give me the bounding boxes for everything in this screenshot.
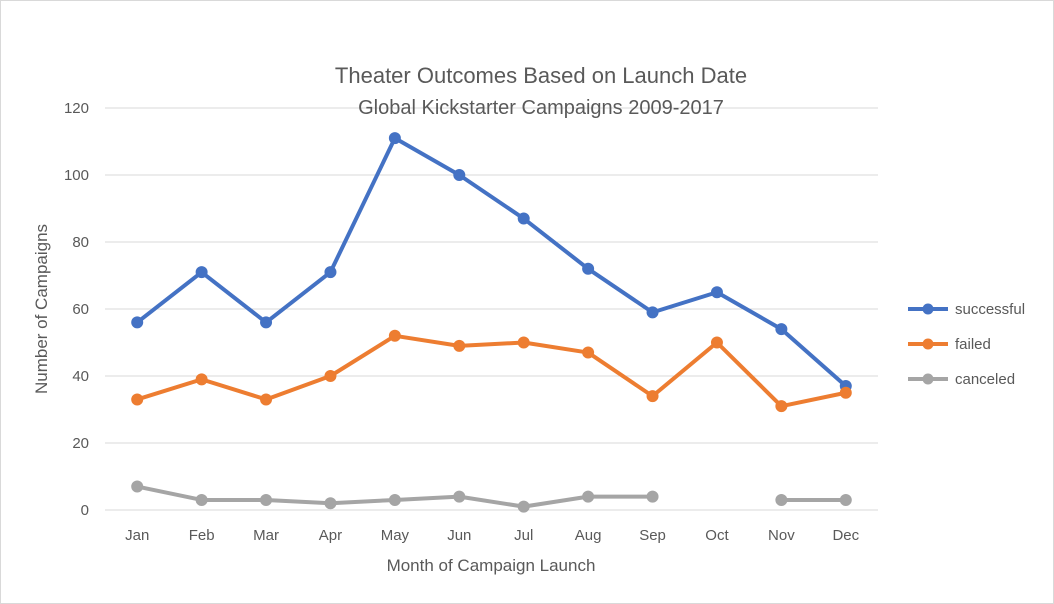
x-axis-ticks: Jan Feb Mar Apr May Jun Jul Aug Sep Oct Nov Dec xyxy=(125,527,860,544)
data-point xyxy=(839,386,852,399)
legend-label: failed xyxy=(955,336,991,353)
x-tick-label: May xyxy=(381,527,410,544)
data-point xyxy=(324,370,337,382)
data-point xyxy=(710,286,723,299)
data-point xyxy=(195,266,208,279)
data-point xyxy=(646,390,659,403)
x-tick-label: Nov xyxy=(768,527,795,544)
data-point xyxy=(131,316,144,329)
data-point xyxy=(582,262,595,275)
y-tick-label: 60 xyxy=(72,301,89,318)
legend: successful failed canceled xyxy=(908,301,1025,388)
data-point xyxy=(775,323,788,336)
series-canceled xyxy=(131,480,852,513)
chart-subtitle: Global Kickstarter Campaigns 2009-2017 xyxy=(358,97,724,119)
series-line xyxy=(135,333,848,409)
data-point xyxy=(260,493,273,506)
legend-item-canceled: canceled xyxy=(908,371,1015,388)
legend-label: successful xyxy=(955,301,1025,318)
x-axis-label: Month of Campaign Launch xyxy=(387,556,596,575)
data-point xyxy=(260,316,273,329)
data-point xyxy=(260,393,273,406)
y-axis-label: Number of Campaigns xyxy=(32,224,51,394)
y-tick-label: 80 xyxy=(72,234,89,251)
data-point xyxy=(195,373,208,386)
x-tick-label: Oct xyxy=(705,527,729,544)
x-tick-label: Dec xyxy=(832,527,859,544)
data-point xyxy=(710,336,723,349)
data-point xyxy=(195,493,208,506)
series-failed xyxy=(131,329,852,413)
data-point xyxy=(388,329,401,342)
data-point xyxy=(324,497,337,510)
legend-item-failed: failed xyxy=(908,336,991,353)
legend-label: canceled xyxy=(955,371,1015,388)
y-axis-ticks: 0 20 40 60 80 100 120 xyxy=(64,100,89,519)
data-point xyxy=(517,500,530,513)
data-point xyxy=(839,493,852,506)
data-point xyxy=(324,266,337,279)
legend-swatch-marker xyxy=(922,303,934,315)
data-point xyxy=(646,490,659,503)
x-tick-label: Apr xyxy=(319,527,342,544)
x-tick-label: Jan xyxy=(125,527,149,544)
legend-item-successful: successful xyxy=(908,301,1025,318)
data-point xyxy=(388,493,401,506)
y-tick-label: 100 xyxy=(64,167,89,184)
data-point xyxy=(131,480,144,493)
data-point xyxy=(775,493,788,506)
x-tick-label: Jun xyxy=(447,527,471,544)
data-point xyxy=(775,400,788,413)
data-point xyxy=(517,212,530,225)
x-tick-label: Jul xyxy=(514,527,533,544)
series-successful xyxy=(131,132,852,393)
data-point xyxy=(582,490,595,503)
y-tick-label: 120 xyxy=(64,100,89,117)
data-point xyxy=(453,169,466,181)
series-layer xyxy=(131,132,852,513)
y-tick-label: 40 xyxy=(72,368,89,385)
data-point xyxy=(517,336,530,349)
x-tick-label: Aug xyxy=(575,527,602,544)
chart-title: Theater Outcomes Based on Launch Date xyxy=(335,63,747,88)
data-point xyxy=(388,132,401,145)
data-point xyxy=(453,490,466,503)
x-tick-label: Mar xyxy=(253,527,279,544)
gridlines xyxy=(105,107,878,511)
data-point xyxy=(453,339,466,352)
data-point xyxy=(582,346,595,359)
x-tick-label: Feb xyxy=(189,527,215,544)
data-point xyxy=(131,393,144,406)
data-point xyxy=(646,306,659,319)
series-line xyxy=(135,136,848,389)
y-tick-label: 20 xyxy=(72,435,89,452)
x-tick-label: Sep xyxy=(639,527,666,544)
legend-swatch-marker xyxy=(922,338,934,350)
y-tick-label: 0 xyxy=(81,502,89,519)
legend-swatch-marker xyxy=(922,373,934,385)
